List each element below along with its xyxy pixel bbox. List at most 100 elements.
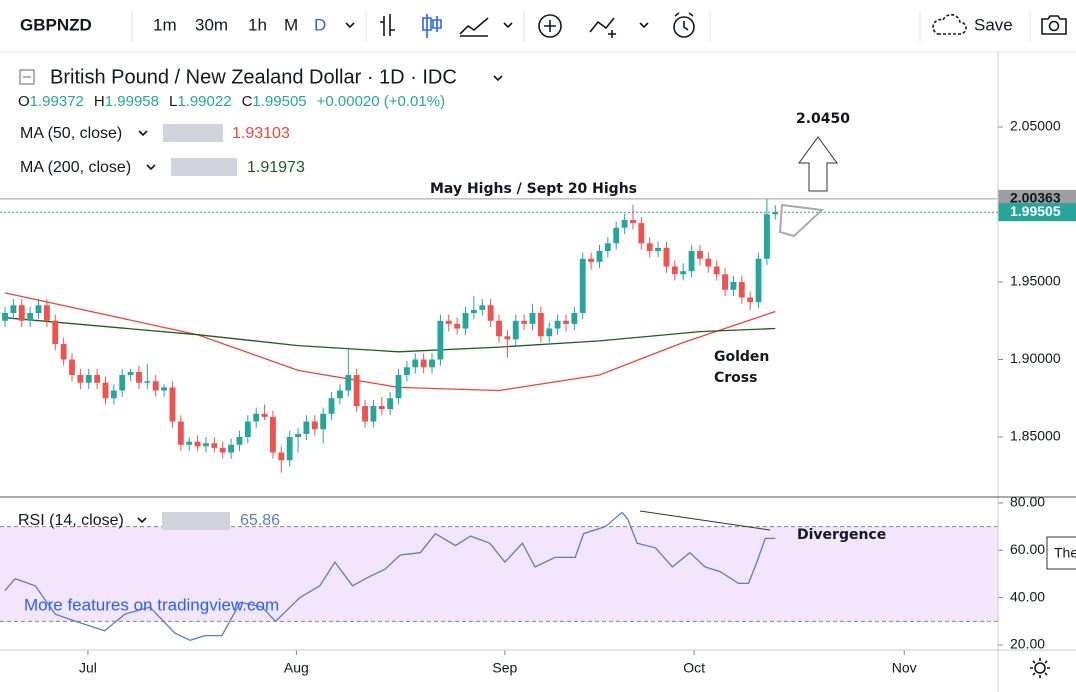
settings-icon[interactable] — [1034, 662, 1046, 674]
x-tick-label: Sep — [492, 660, 517, 676]
candle-body — [35, 305, 42, 314]
price-tag-label: 1.99505 — [1010, 203, 1061, 219]
candle-body — [462, 313, 469, 329]
candle-body — [161, 387, 168, 391]
ma-value: 1.93103 — [232, 125, 290, 142]
symbol[interactable]: GBPNZD — [20, 15, 92, 34]
candle-body — [563, 320, 569, 324]
candle-body — [512, 320, 519, 340]
golden-cross-label: Cross — [714, 370, 757, 386]
ma-buttons[interactable] — [171, 158, 237, 176]
candle-body — [353, 375, 360, 407]
rsi-tick-label: 60.00 — [1010, 541, 1045, 557]
interval[interactable]: 30m — [195, 15, 228, 34]
toolbar: GBPNZD 1m 30m 1h M D Save — [0, 10, 1076, 53]
camera-icon[interactable] — [1041, 15, 1067, 35]
promo-link[interactable]: More features on tradingview.com — [24, 595, 279, 614]
interval[interactable]: 1m — [153, 15, 177, 34]
candle-body — [646, 243, 653, 252]
chevron[interactable] — [503, 22, 513, 29]
ohlc-key: C — [242, 93, 253, 110]
ma-value: 1.91973 — [247, 159, 305, 176]
candle-body — [429, 359, 435, 368]
candle-body — [521, 320, 528, 324]
area-icon[interactable] — [459, 17, 489, 37]
candle-body — [10, 305, 17, 314]
candle-body — [18, 305, 25, 321]
legend: British Pound / New Zealand Dollar · 1D … — [18, 66, 503, 530]
golden-cross-label: Golden — [714, 349, 769, 365]
candle-body — [546, 328, 553, 337]
candle-body — [504, 336, 511, 340]
chevron[interactable] — [639, 22, 649, 29]
add-indicator[interactable] — [538, 14, 562, 38]
interval[interactable]: M — [284, 15, 298, 34]
candle-body — [328, 398, 335, 414]
save-button[interactable]: Save — [974, 15, 1013, 34]
candle-body — [236, 437, 243, 445]
moving-average — [4, 292, 776, 392]
candle-body — [2, 313, 8, 321]
candle-body — [571, 313, 578, 324]
candle-body — [144, 381, 151, 383]
candle-body — [27, 313, 34, 321]
chevron[interactable] — [138, 130, 148, 137]
interval-active[interactable]: D — [314, 15, 326, 34]
candle-body — [613, 227, 620, 244]
rsi-buttons[interactable] — [162, 512, 230, 530]
candle-body — [244, 421, 251, 438]
candle-body — [412, 359, 419, 368]
candle-body — [529, 313, 536, 324]
candle-body — [336, 390, 343, 399]
candle-body — [604, 243, 611, 252]
price-tag-label: 2.00363 — [1010, 190, 1061, 206]
camera-lens — [1048, 20, 1060, 32]
rsi-band — [0, 526, 998, 622]
price-tag — [998, 203, 1076, 222]
annotations: 2.0450 May Highs / Sept 20 Highs Golden … — [24, 111, 1076, 614]
ohlc-value: 1.99958 — [105, 93, 159, 110]
moving-average — [4, 317, 776, 353]
chevron[interactable] — [345, 22, 355, 29]
up-arrow — [798, 136, 838, 192]
chevron[interactable] — [137, 517, 147, 524]
candle-body — [747, 297, 754, 303]
plot: 2.05000 1.95000 1.90000 1.85000 80.00 60.00 40… — [0, 118, 1076, 676]
compare-icon[interactable] — [589, 17, 616, 38]
candle-body — [60, 344, 67, 360]
instrument-title: British Pound / New Zealand Dollar · 1D … — [50, 66, 457, 88]
ma-label: MA (50, close) — [20, 125, 122, 142]
candle-body — [278, 452, 285, 461]
candle-body — [663, 247, 670, 267]
rsi-value: 65.86 — [240, 512, 280, 529]
rsi-tick-label: 20.00 — [1010, 636, 1045, 652]
candle-body — [110, 390, 117, 399]
candle-body — [303, 421, 310, 434]
candle-body — [211, 443, 218, 448]
candle-body — [713, 266, 720, 275]
candle-body — [680, 271, 687, 275]
candle-body — [169, 387, 176, 422]
candle-body — [588, 258, 595, 262]
candle-body — [554, 320, 561, 329]
candle-body — [136, 371, 142, 383]
candle-body — [320, 413, 327, 430]
x-tick-label: Nov — [892, 660, 917, 676]
cloud-icon[interactable] — [932, 14, 967, 35]
alert-icon[interactable] — [673, 16, 695, 38]
rsi-tick-label: 80.00 — [1010, 494, 1045, 510]
bars-icon[interactable] — [380, 14, 395, 36]
ohlc-key: O — [18, 93, 30, 110]
x-tick-label: Oct — [683, 660, 705, 676]
ohlc-value: 1.99372 — [30, 93, 84, 110]
candle-body — [186, 441, 193, 445]
candle-body — [479, 305, 486, 310]
ma-buttons[interactable] — [163, 124, 223, 142]
chevron[interactable] — [146, 164, 156, 171]
candles-icon[interactable] — [422, 14, 442, 38]
candle-body — [370, 406, 377, 422]
interval[interactable]: 1h — [248, 15, 267, 34]
chevron[interactable] — [493, 75, 503, 82]
collapse-box[interactable] — [19, 69, 35, 85]
